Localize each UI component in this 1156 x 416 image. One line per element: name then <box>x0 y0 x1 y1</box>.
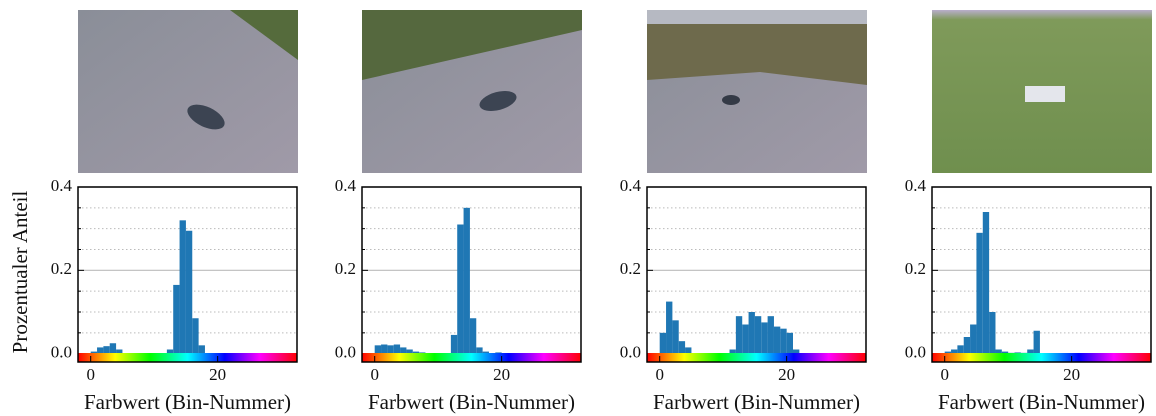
bar <box>970 325 976 354</box>
bar <box>780 329 786 354</box>
bar <box>186 231 192 354</box>
x-axis-label: Farbwert (Bin-Nummer) <box>653 390 860 414</box>
y-tick-label: 0.2 <box>335 259 356 278</box>
photo <box>647 10 867 173</box>
bar <box>957 345 963 353</box>
y-tick-label: 0.0 <box>905 343 926 362</box>
color-bar <box>78 353 297 362</box>
y-tick-label: 0.4 <box>335 176 357 195</box>
bar <box>457 225 463 354</box>
x-tick-label: 20 <box>778 365 795 384</box>
photo <box>78 10 298 173</box>
x-tick-label: 20 <box>493 365 510 384</box>
bar <box>749 312 755 354</box>
bar <box>199 345 205 353</box>
bar <box>755 316 761 354</box>
bar <box>375 345 381 353</box>
bar <box>742 325 748 354</box>
bar <box>989 312 995 354</box>
bar <box>180 220 186 353</box>
x-tick-label: 20 <box>209 365 226 384</box>
bar <box>660 333 666 354</box>
plot-frame <box>932 187 1151 362</box>
bar <box>110 343 116 353</box>
bar <box>470 318 476 353</box>
y-tick-label: 0.2 <box>620 259 641 278</box>
bar <box>774 327 780 354</box>
x-axis-label: Farbwert (Bin-Nummer) <box>84 390 291 414</box>
y-tick-label: 0.0 <box>335 343 356 362</box>
bar <box>964 337 970 354</box>
color-bar <box>647 353 866 362</box>
y-tick-label: 0.0 <box>51 343 72 362</box>
x-tick-label: 20 <box>1063 365 1080 384</box>
bar <box>394 345 400 354</box>
bar <box>103 346 109 354</box>
bar <box>666 302 672 354</box>
bar <box>787 333 793 354</box>
y-tick-label: 0.2 <box>905 259 926 278</box>
bar <box>381 345 387 354</box>
bar <box>476 347 482 353</box>
x-axis-label: Farbwert (Bin-Nummer) <box>938 390 1145 414</box>
bar <box>768 316 774 354</box>
bar <box>97 347 103 353</box>
bar <box>736 316 742 354</box>
color-bar <box>932 353 1151 362</box>
color-bar <box>362 353 581 362</box>
y-tick-label: 0.0 <box>620 343 641 362</box>
bar <box>1034 331 1040 354</box>
x-tick-label: 0 <box>370 365 379 384</box>
x-tick-label: 0 <box>655 365 664 384</box>
bar <box>976 233 982 354</box>
bar <box>451 335 457 354</box>
photo <box>362 10 582 173</box>
photo <box>932 10 1152 173</box>
y-tick-label: 0.4 <box>51 176 73 195</box>
bar <box>192 318 198 353</box>
y-tick-label: 0.4 <box>620 176 642 195</box>
x-tick-label: 0 <box>86 365 95 384</box>
bar <box>672 320 678 353</box>
figure: Prozentualer Anteil 0.0 0.2 0.4 0 20 Farbwert… <box>0 0 1156 416</box>
x-tick-label: 0 <box>940 365 949 384</box>
bar <box>173 285 179 354</box>
y-tick-label: 0.4 <box>905 176 927 195</box>
y-tick-label: 0.2 <box>51 259 72 278</box>
bar <box>685 347 691 353</box>
bar <box>983 212 989 354</box>
bar <box>464 208 470 354</box>
bar <box>761 322 767 353</box>
bar <box>387 345 393 353</box>
x-axis-label: Farbwert (Bin-Nummer) <box>368 390 575 414</box>
y-axis-label: Prozentualer Anteil <box>8 190 32 353</box>
bar <box>400 347 406 353</box>
bar <box>679 341 685 354</box>
